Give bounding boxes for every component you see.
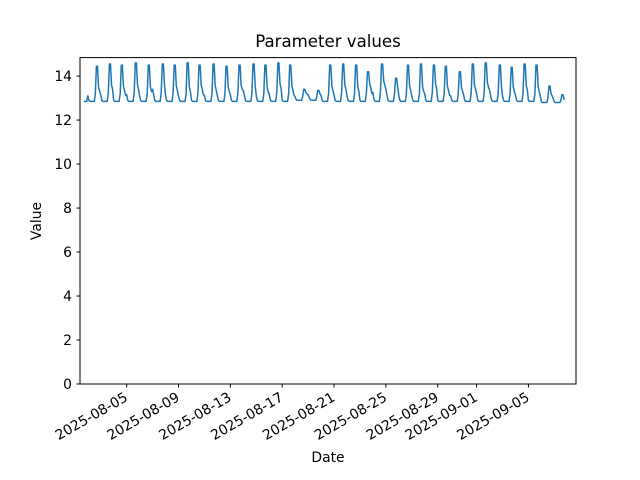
y-tick-label: 10 xyxy=(54,157,72,173)
y-axis-label: Value xyxy=(29,201,45,241)
y-tick-label: 8 xyxy=(63,201,72,217)
data-line xyxy=(83,62,565,104)
chart-title: Parameter values xyxy=(255,32,401,51)
y-tick-label: 6 xyxy=(63,245,72,261)
y-tick-label: 0 xyxy=(63,377,72,393)
plot-border xyxy=(79,57,577,385)
y-tick-label: 14 xyxy=(54,69,72,85)
x-axis-label: Date xyxy=(311,450,345,466)
y-tick-label: 12 xyxy=(54,113,72,129)
y-tick-label: 2 xyxy=(63,333,72,349)
y-tick-label: 4 xyxy=(63,289,72,305)
